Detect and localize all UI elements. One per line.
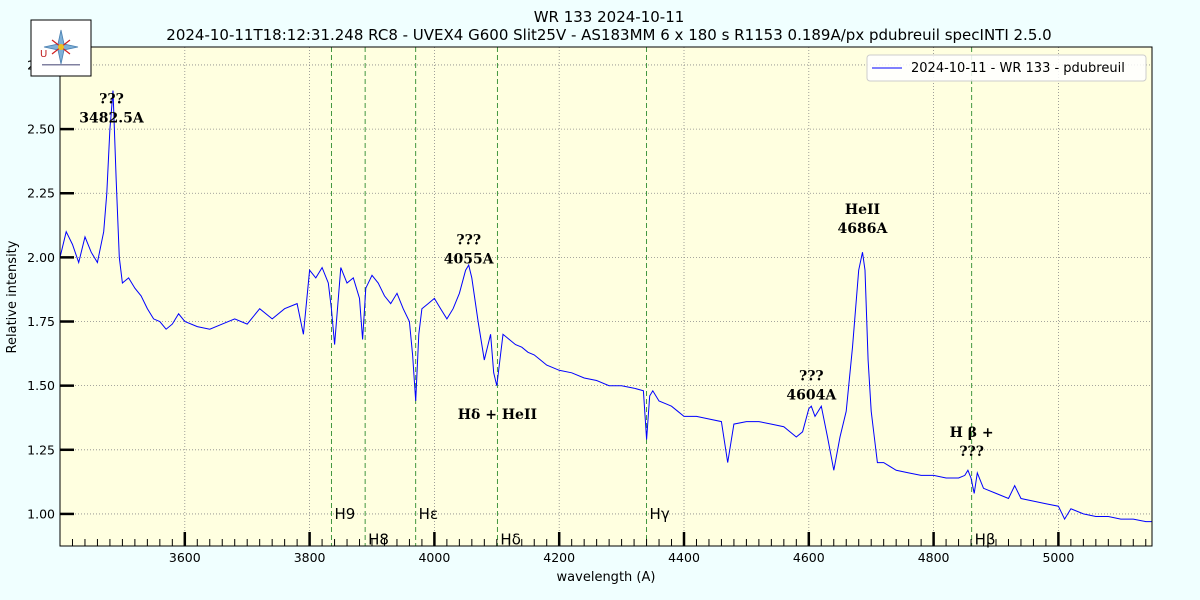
annotation-text: 4604A xyxy=(786,388,837,404)
y-tick-label: 2.00 xyxy=(27,250,55,265)
reference-line-label: Hβ xyxy=(975,531,996,549)
y-tick-label: 2.25 xyxy=(27,186,55,201)
x-axis-label: wavelength (A) xyxy=(557,570,656,585)
annotation-text: HeII xyxy=(845,202,880,218)
reference-line-label: H9 xyxy=(334,505,355,523)
legend-entry: 2024-10-11 - WR 133 - pdubreuil xyxy=(911,61,1125,76)
reference-lines: H9 H8 Hε Hδ Hγ Hβ xyxy=(330,47,996,549)
spectrum-line xyxy=(59,90,1152,523)
reference-line-label: H8 xyxy=(368,531,389,549)
chart-title: WR 133 2024-10-11 xyxy=(534,8,685,26)
annotation-text: ??? xyxy=(456,233,481,249)
annotation: ??? 3482.5A xyxy=(79,91,145,126)
x-tick-label: 3600 xyxy=(169,550,201,565)
annotation-text: Hδ + HeII xyxy=(458,407,537,423)
y-tick-label: 1.25 xyxy=(27,442,55,457)
annotation-text: ??? xyxy=(959,444,984,460)
x-tick-label: 4800 xyxy=(918,550,950,565)
x-tick-label: 4200 xyxy=(543,550,575,565)
annotation-text: ??? xyxy=(799,369,824,385)
reference-line-label: Hδ xyxy=(500,531,520,549)
chart-subtitle: 2024-10-11T18:12:31.248 RC8 - UVEX4 G600… xyxy=(166,26,1051,44)
x-tick-label: 4000 xyxy=(418,550,450,565)
y-axis-label: Relative intensity xyxy=(5,240,20,353)
annotation-text: 4055A xyxy=(444,252,495,268)
y-tick-label: 2.50 xyxy=(27,122,55,137)
x-tick-label: 3800 xyxy=(294,550,326,565)
grid-lines xyxy=(60,47,1152,546)
annotation-text: 3482.5A xyxy=(79,110,145,126)
series-layer xyxy=(59,90,1152,523)
x-axis-ticks: 3600 3800 4000 4200 4400 4600 4800 5000 xyxy=(71,532,1147,565)
annotation-text: ??? xyxy=(99,91,124,107)
annotation: ??? 4604A xyxy=(786,369,837,404)
reference-line-label: Hγ xyxy=(650,505,670,523)
x-tick-label: 5000 xyxy=(1042,550,1074,565)
x-tick-label: 4400 xyxy=(668,550,700,565)
legend: 2024-10-11 - WR 133 - pdubreuil xyxy=(866,54,1147,82)
annotation: H β +??? xyxy=(950,425,994,460)
y-tick-label: 1.50 xyxy=(27,378,55,393)
annotation: Hδ + HeII xyxy=(458,407,537,423)
plot-frame xyxy=(59,46,1153,547)
specinti-logo: U xyxy=(30,19,92,77)
reference-line-label: Hε xyxy=(419,505,438,523)
annotation: HeII 4686A xyxy=(838,202,889,237)
annotation-text: 4686A xyxy=(838,221,889,237)
x-tick-label: 4600 xyxy=(793,550,825,565)
plot-area xyxy=(60,47,1152,546)
legend-box xyxy=(866,54,1147,82)
annotations-layer: ??? 3482.5A??? 4055A Hδ + HeII HeII 4686A??? 4… xyxy=(79,91,993,460)
svg-text:U: U xyxy=(40,49,47,60)
y-tick-label: 1.75 xyxy=(27,314,55,329)
y-tick-label: 1.00 xyxy=(27,506,55,521)
annotation: ??? 4055A xyxy=(444,233,495,268)
annotation-text: H β + xyxy=(950,425,994,441)
